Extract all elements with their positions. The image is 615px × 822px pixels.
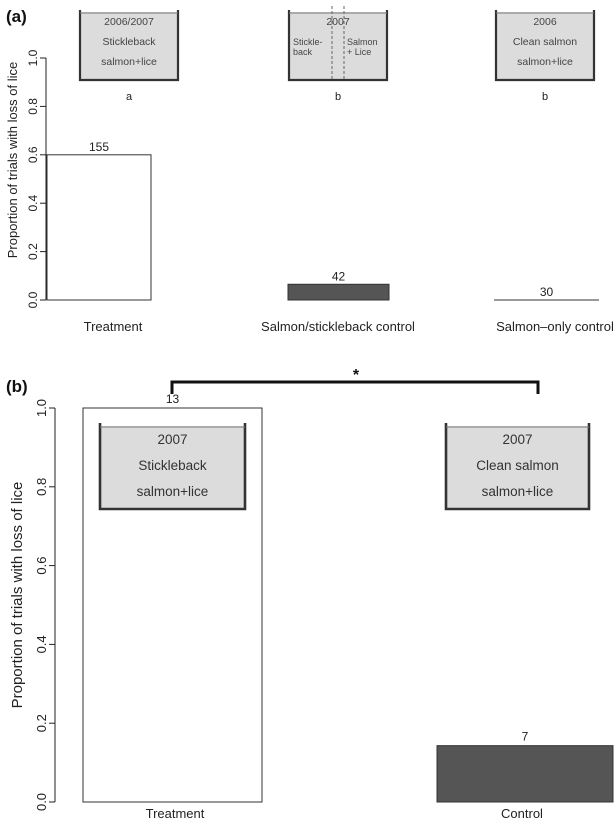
bar-count-label: 155 (89, 140, 109, 154)
tank-label: salmon+lice (482, 484, 554, 499)
tank-label: salmon+lice (101, 56, 157, 68)
tank-label-right: + Lice (347, 47, 371, 57)
y-axis-title-b: Proportion of trials with loss of lice (9, 482, 26, 709)
y-tick-label: 0.8 (34, 478, 49, 496)
significance-bracket: * (170, 367, 540, 394)
tank-outline (494, 10, 596, 82)
category-label: Salmon–only control (496, 319, 614, 334)
tank-water (100, 426, 245, 509)
bars-a: 155 Treatment 42 Salmon/stickleback control… (46, 140, 614, 334)
tank-outline (287, 10, 389, 82)
y-tick-label: 0.2 (34, 714, 49, 732)
bar-count-label: 7 (522, 730, 529, 744)
tank-label: Clean salmon (476, 458, 559, 473)
y-tick-label: 0.8 (26, 98, 40, 115)
bar-count-label: 30 (540, 285, 554, 299)
y-tick-label: 1.0 (26, 49, 40, 66)
tank-outline (98, 423, 247, 511)
category-label: Control (501, 806, 543, 821)
bar-count-label: 42 (332, 269, 346, 283)
y-tick-label: 0.0 (34, 793, 49, 811)
tank-outline (78, 10, 180, 82)
tank-label: salmon+lice (137, 484, 209, 499)
tank-label-right: Salmon (347, 37, 378, 47)
tank-water (80, 12, 178, 80)
tank-illustrations-a: 2006/2007 Stickleback salmon+lice a 2007Stic… (78, 6, 596, 103)
tank-label: Clean salmon (513, 36, 577, 48)
y-tick-label: 1.0 (34, 399, 49, 417)
category-label: Salmon/stickleback control (261, 319, 415, 334)
tank-water (289, 12, 387, 80)
tank-label: 2007 (502, 432, 532, 447)
tank-label: 2006 (533, 16, 557, 28)
bar (46, 154, 152, 301)
panel-a: (a) Proportion of trials with loss of li… (5, 6, 614, 334)
significance-letter: a (126, 91, 133, 103)
y-tick-label: 0.4 (26, 195, 40, 212)
bar (287, 283, 390, 301)
tank-label: salmon+lice (517, 56, 573, 68)
significance-star: * (353, 367, 360, 384)
y-tick-label: 0.0 (26, 291, 40, 308)
tank-year: 2007 (326, 16, 350, 28)
tank-illustrations-b: 2007 Stickleback salmon+lice 2007 Clean salm… (98, 423, 591, 511)
category-label: Treatment (146, 806, 205, 821)
y-tick-label: 0.2 (26, 243, 40, 260)
y-tick-label: 0.4 (34, 635, 49, 653)
tank-label: Stickleback (102, 36, 156, 48)
y-axis-title-a: Proportion of trials with loss of lice (5, 62, 20, 259)
panel-label-a: (a) (6, 7, 27, 26)
bar-count-label: 13 (166, 392, 180, 406)
bracket-line (170, 380, 540, 394)
tank-label: 2007 (157, 432, 187, 447)
tank-label: 2006/2007 (104, 16, 154, 28)
y-axis-b: 0.0 0.2 0.4 0.6 0.8 1.0 (34, 399, 56, 811)
panel-b: (b) Proportion of trials with loss of li… (6, 367, 614, 821)
significance-letter: b (542, 91, 548, 103)
tank-label: Stickleback (138, 458, 207, 473)
tank-water (496, 12, 594, 80)
category-label: Treatment (84, 319, 143, 334)
significance-letter: b (335, 91, 341, 103)
panel-label-b: (b) (6, 377, 28, 396)
tank-outline (444, 423, 591, 511)
tank-label-left: Stickle- (293, 37, 323, 47)
y-tick-label: 0.6 (26, 146, 40, 163)
tank-water (446, 426, 589, 509)
y-axis-a: 0.0 0.2 0.4 0.6 0.8 1.0 (26, 49, 47, 308)
y-tick-label: 0.6 (34, 557, 49, 575)
tank-label-left: back (293, 47, 313, 57)
bar (436, 745, 614, 803)
